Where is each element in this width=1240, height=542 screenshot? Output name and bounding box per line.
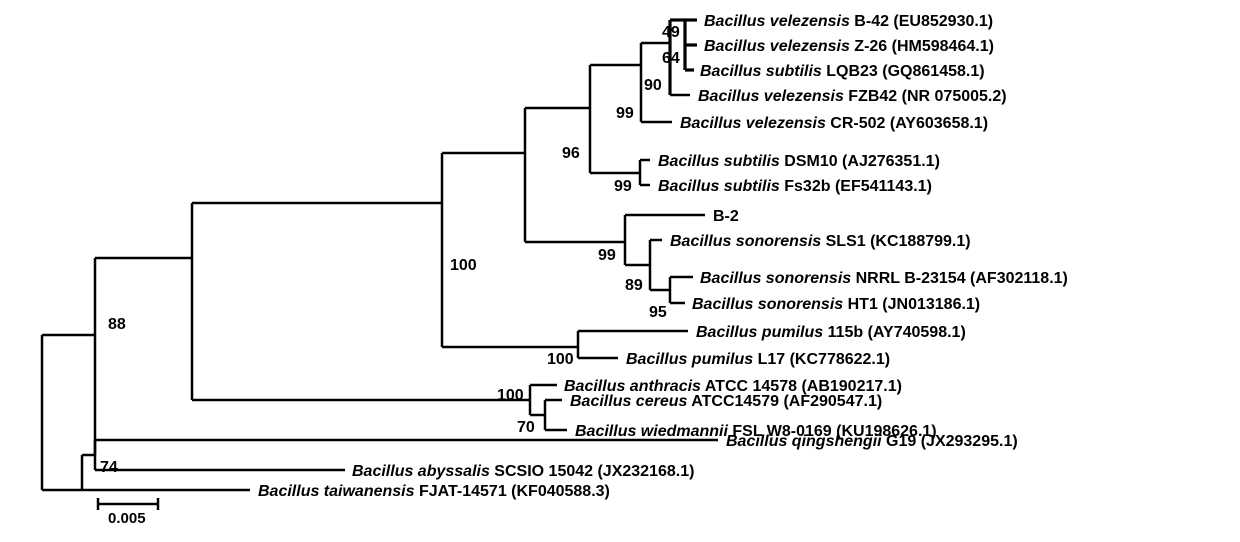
bootstrap-value: 100	[497, 387, 524, 404]
taxon-label: Bacillus qingshengii G19 (JX293295.1)	[726, 433, 1018, 450]
taxon-label: Bacillus velezensis FZB42 (NR 075005.2)	[698, 88, 1007, 105]
bootstrap-value: 99	[614, 178, 632, 195]
bootstrap-value: 74	[100, 459, 118, 476]
taxon-label: Bacillus velezensis B-42 (EU852930.1)	[704, 13, 993, 30]
taxon-label: Bacillus sonorensis NRRL B-23154 (AF3021…	[700, 270, 1068, 287]
bootstrap-value: 95	[649, 304, 667, 321]
taxon-label: Bacillus abyssalis SCSIO 15042 (JX232168…	[352, 463, 694, 480]
taxon-label: Bacillus subtilis DSM10 (AJ276351.1)	[658, 153, 940, 170]
bootstrap-value: 99	[616, 105, 634, 122]
scale-label: 0.005	[108, 510, 146, 527]
bootstrap-value: 89	[625, 277, 643, 294]
taxon-label: Bacillus subtilis Fs32b (EF541143.1)	[658, 178, 932, 195]
bootstrap-value: 90	[644, 77, 662, 94]
taxon-label: Bacillus pumilus 115b (AY740598.1)	[696, 324, 966, 341]
bootstrap-value: 99	[598, 247, 616, 264]
taxon-label: B-2	[713, 208, 739, 225]
bootstrap-value: 100	[547, 351, 574, 368]
taxon-label: Bacillus pumilus L17 (KC778622.1)	[626, 351, 890, 368]
taxon-label: Bacillus sonorensis HT1 (JN013186.1)	[692, 296, 980, 313]
phylogenetic-tree: Bacillus velezensis B-42 (EU852930.1) Bac…	[0, 0, 1240, 542]
taxon-label: Bacillus velezensis Z-26 (HM598464.1)	[704, 38, 994, 55]
taxon-label: Bacillus velezensis CR-502 (AY603658.1)	[680, 115, 988, 132]
bootstrap-value: 96	[562, 145, 580, 162]
taxon-label: Bacillus taiwanensis FJAT-14571 (KF04058…	[258, 483, 610, 500]
bootstrap-value: 70	[517, 419, 535, 436]
bootstrap-value: 100	[450, 257, 477, 274]
bootstrap-value: 88	[108, 316, 126, 333]
taxon-label: Bacillus cereus ATCC14579 (AF290547.1)	[570, 393, 882, 410]
bootstrap-value: 49	[662, 24, 680, 41]
taxon-label: Bacillus subtilis LQB23 (GQ861458.1)	[700, 63, 985, 80]
bootstrap-value: 64	[662, 50, 680, 67]
taxon-label: Bacillus sonorensis SLS1 (KC188799.1)	[670, 233, 971, 250]
